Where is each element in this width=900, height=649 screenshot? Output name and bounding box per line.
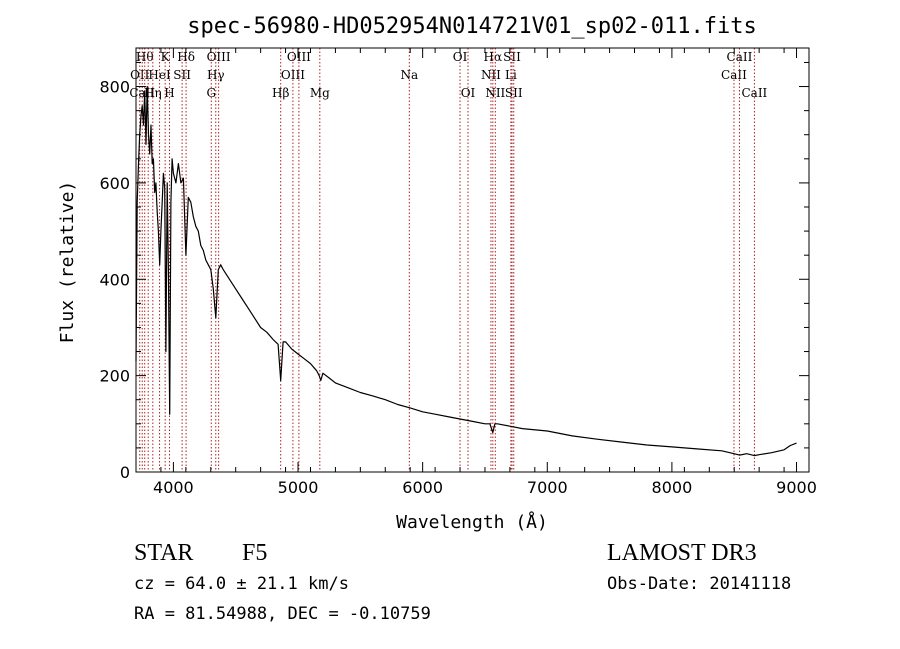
y-tick-label-800: 800 bbox=[99, 78, 130, 97]
axis-layer: 4000 5000 6000 7000 8000 9000 0 200 400 600 800 bbox=[99, 47, 817, 497]
line-marker-label-4: Hη bbox=[144, 86, 162, 100]
line-marker-label-27: CaII bbox=[727, 50, 753, 64]
y-tick-label-400: 400 bbox=[99, 270, 130, 289]
line-marker-label-5: HeI bbox=[148, 68, 171, 82]
line-marker-label-28: CaII bbox=[741, 86, 767, 100]
line-marker-label-15: OIII bbox=[287, 50, 311, 64]
line-marker-label-2: Hθ bbox=[136, 50, 154, 64]
y-tick-label-200: 200 bbox=[99, 367, 130, 386]
line-marker-label-14: OIII bbox=[281, 68, 305, 82]
line-marker-label-6: K bbox=[161, 50, 171, 64]
line-marker-label-12: OIII bbox=[207, 50, 231, 64]
line-marker-label-20: NII bbox=[481, 68, 501, 82]
line-marker-label-13: Hβ bbox=[272, 86, 289, 100]
line-marker-label-0: OII bbox=[130, 68, 150, 82]
y-axis-label: Flux (relative) bbox=[57, 181, 78, 344]
line-marker-label-18: OI bbox=[453, 50, 468, 64]
observation-date: Obs-Date: 20141118 bbox=[607, 574, 792, 594]
line-marker-label-9: Hδ bbox=[177, 50, 195, 64]
x-tick-label-6000: 6000 bbox=[402, 478, 443, 497]
line-marker-label-11: Hγ bbox=[207, 68, 225, 82]
line-marker-label-25: SII bbox=[505, 86, 523, 100]
y-tick-label-600: 600 bbox=[99, 174, 130, 193]
spectrum-line bbox=[135, 85, 797, 457]
x-axis-label: Wavelength (Å) bbox=[396, 511, 548, 533]
redshift-velocity: cz = 64.0 ± 21.1 km/s bbox=[134, 574, 349, 594]
x-tick-label-4000: 4000 bbox=[153, 478, 194, 497]
object-class: STAR bbox=[134, 540, 194, 566]
line-marker-label-26: CaII bbox=[721, 68, 747, 82]
line-marker-label-19: OI bbox=[461, 86, 476, 100]
x-tick-label-5000: 5000 bbox=[278, 478, 319, 497]
plot-frame bbox=[135, 47, 810, 473]
line-marker-label-24: SII bbox=[503, 50, 521, 64]
object-subclass: F5 bbox=[242, 540, 268, 566]
y-tick-label-0: 0 bbox=[120, 463, 130, 482]
line-marker-layer: OII CaII Hθ Hη HeI K H SII Hδ G Hγ OIII Hβ OIII OIII Mg… bbox=[129, 48, 768, 472]
x-tick-label-8000: 8000 bbox=[652, 478, 693, 497]
line-marker-label-10: G bbox=[206, 86, 216, 100]
line-marker-label-22: NII bbox=[485, 86, 505, 100]
line-marker-label-17: Na bbox=[400, 68, 418, 82]
sky-coordinates: RA = 81.54988, DEC = -0.10759 bbox=[134, 604, 431, 624]
line-marker-label-23: Li bbox=[505, 68, 517, 82]
x-tick-label-7000: 7000 bbox=[527, 478, 568, 497]
line-marker-label-8: SII bbox=[173, 68, 191, 82]
line-marker-label-16: Mg bbox=[310, 86, 330, 100]
line-marker-label-7: H bbox=[164, 86, 174, 100]
spectrum-layer bbox=[135, 85, 797, 457]
x-tick-label-9000: 9000 bbox=[776, 478, 817, 497]
survey-name: LAMOST DR3 bbox=[607, 540, 757, 566]
line-marker-label-21: Hα bbox=[484, 50, 503, 64]
chart-title: spec-56980-HD052954N014721V01_sp02-011.f… bbox=[187, 14, 757, 39]
